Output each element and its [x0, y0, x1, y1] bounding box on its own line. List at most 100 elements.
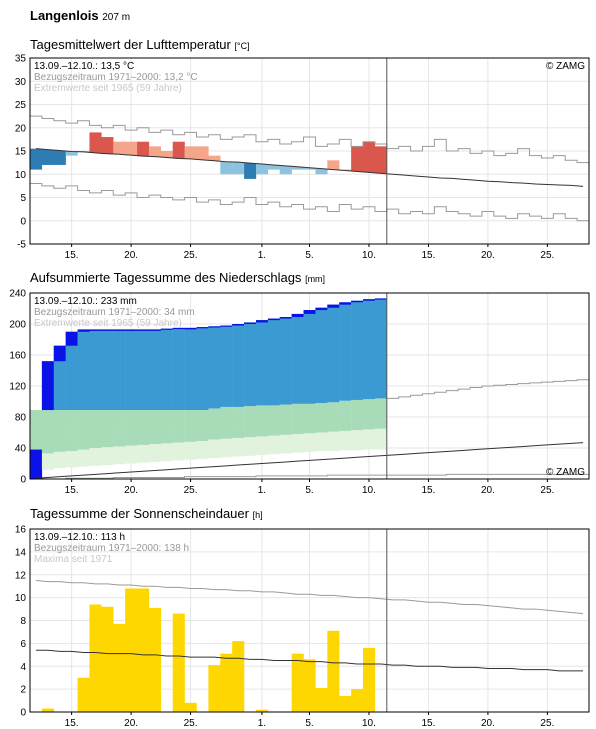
precipitation-increment: [89, 329, 102, 331]
precipitation-band-mid: [113, 410, 126, 447]
precipitation-band-mid: [137, 410, 150, 445]
precipitation-band-low: [351, 430, 364, 451]
precipitation-increment: [148, 329, 162, 331]
temperature-bar: [267, 164, 280, 170]
precipitation-increment: [196, 327, 209, 329]
sunshine-bar: [208, 665, 221, 712]
precipitation-band-low: [196, 441, 209, 459]
precipitation-band-low: [125, 445, 138, 464]
temperature-ytick: 35: [15, 54, 27, 65]
sunshine-xtick: 5.: [305, 718, 313, 729]
precipitation-min-extreme-line: [30, 473, 589, 480]
precipitation-observed-bar: [172, 327, 185, 411]
precipitation-band-mid: [315, 403, 328, 433]
precipitation-band-mid: [279, 404, 292, 435]
sunshine-bar: [101, 606, 114, 712]
precipitation-increment: [113, 329, 126, 331]
precipitation-ytick: 200: [9, 320, 26, 331]
precipitation-observed-bar: [196, 327, 209, 411]
precipitation-band-low: [267, 435, 280, 455]
precipitation-band-mid: [267, 405, 280, 436]
precipitation-band-low: [208, 439, 221, 459]
precipitation-increment: [172, 327, 185, 330]
temperature-ytick: 5: [20, 193, 26, 204]
sunshine-xtick: 25.: [184, 718, 198, 729]
precipitation-increment: [137, 329, 150, 331]
precipitation-increment: [291, 313, 304, 318]
precipitation-increment: [101, 329, 114, 331]
temperature-panel: 35 30 25 20 15 10 5 0 -5 15. 20. 25. 1. 5. 10. 15. 20. 25…: [15, 54, 590, 261]
precipitation-xtick: 20.: [124, 485, 138, 496]
sunshine-title-text: Tagessumme der Sonnenscheindauer: [30, 506, 249, 521]
precipitation-band-low: [184, 441, 197, 460]
precipitation-info-1: Bezugszeitraum 1971–2000: 34 mm: [34, 307, 195, 318]
precipitation-increment: [363, 299, 376, 301]
precipitation-observed-bar: [303, 310, 316, 404]
precipitation-observed-bar: [351, 300, 364, 400]
temperature-bar: [172, 141, 185, 159]
precipitation-observed-bar: [244, 322, 257, 407]
precipitation-band-low: [137, 444, 150, 463]
precipitation-observed-bar: [65, 331, 78, 411]
temperature-bar: [244, 163, 257, 179]
temperature-bar: [303, 167, 316, 170]
precipitation-band-mid: [196, 410, 209, 442]
precipitation-observed-bar: [184, 327, 197, 411]
precipitation-increment: [77, 329, 90, 332]
precipitation-band-low: [89, 448, 102, 466]
precipitation-observed-bar: [232, 324, 245, 407]
precipitation-band-low: [172, 442, 185, 461]
temperature-normal-line: [35, 148, 584, 187]
precipitation-band-mid: [255, 405, 269, 437]
temperature-info-0: 13.09.–12.10.: 13,5 °C: [34, 61, 134, 72]
temperature-ytick: 25: [15, 100, 27, 111]
precipitation-band-mid: [220, 406, 233, 439]
precipitation-xtick: 1.: [258, 485, 266, 496]
precipitation-observed-bar: [363, 299, 376, 400]
precipitation-band-mid: [30, 410, 43, 462]
precipitation-increment: [125, 329, 138, 331]
sunshine-ytick: 2: [20, 685, 26, 696]
precipitation-band-low: [315, 432, 328, 452]
sunshine-normal-line: [35, 649, 584, 672]
temperature-bar: [279, 165, 292, 175]
precipitation-band-mid: [184, 410, 197, 442]
precipitation-band-mid: [148, 410, 162, 445]
precipitation-observed-bar: [279, 317, 292, 405]
temperature-bar: [363, 141, 376, 173]
precipitation-observed-bar: [89, 329, 102, 411]
precipitation-band-mid: [363, 399, 376, 430]
temperature-bar: [30, 148, 43, 170]
temperature-xtick: 5.: [305, 250, 313, 261]
precipitation-band-mid: [77, 410, 90, 450]
temperature-info-2: Extremwerte seit 1965 (59 Jahre): [34, 83, 182, 94]
precipitation-xtick: 25.: [184, 485, 198, 496]
sunshine-bar: [77, 677, 90, 712]
precipitation-observed-bar: [315, 307, 328, 404]
temperature-ytick: 20: [15, 123, 27, 134]
precipitation-increment: [41, 361, 54, 411]
precipitation-observed-bar: [220, 325, 233, 407]
temperature-bar: [220, 161, 233, 175]
temperature-title-text: Tagesmittelwert der Lufttemperatur: [30, 37, 231, 52]
sunshine-bar: [184, 702, 197, 712]
sunshine-bar: [148, 607, 162, 712]
temperature-ytick: -5: [17, 240, 26, 251]
temperature-max-extreme-line: [30, 115, 589, 164]
precipitation-increment: [208, 326, 221, 328]
precipitation-frame: [29, 292, 590, 480]
precipitation-ytick: 40: [15, 444, 27, 455]
temperature-bar: [208, 155, 221, 161]
precipitation-xtick: 15.: [421, 485, 435, 496]
precipitation-info-2: Extremwerte seit 1965 (59 Jahre): [34, 318, 182, 329]
sunshine-ytick: 10: [15, 593, 27, 604]
precipitation-band-low: [101, 447, 114, 466]
temperature-copyright: © ZAMG: [546, 61, 585, 72]
precipitation-observed-bar: [374, 298, 388, 399]
sunshine-bar: [125, 588, 138, 712]
temperature-bar: [137, 141, 150, 157]
precipitation-band-low: [363, 429, 376, 450]
temperature-ytick: 10: [15, 170, 27, 181]
precipitation-info-0: 13.09.–12.10.: 233 mm: [34, 296, 137, 307]
precipitation-observed-bar: [291, 313, 304, 404]
